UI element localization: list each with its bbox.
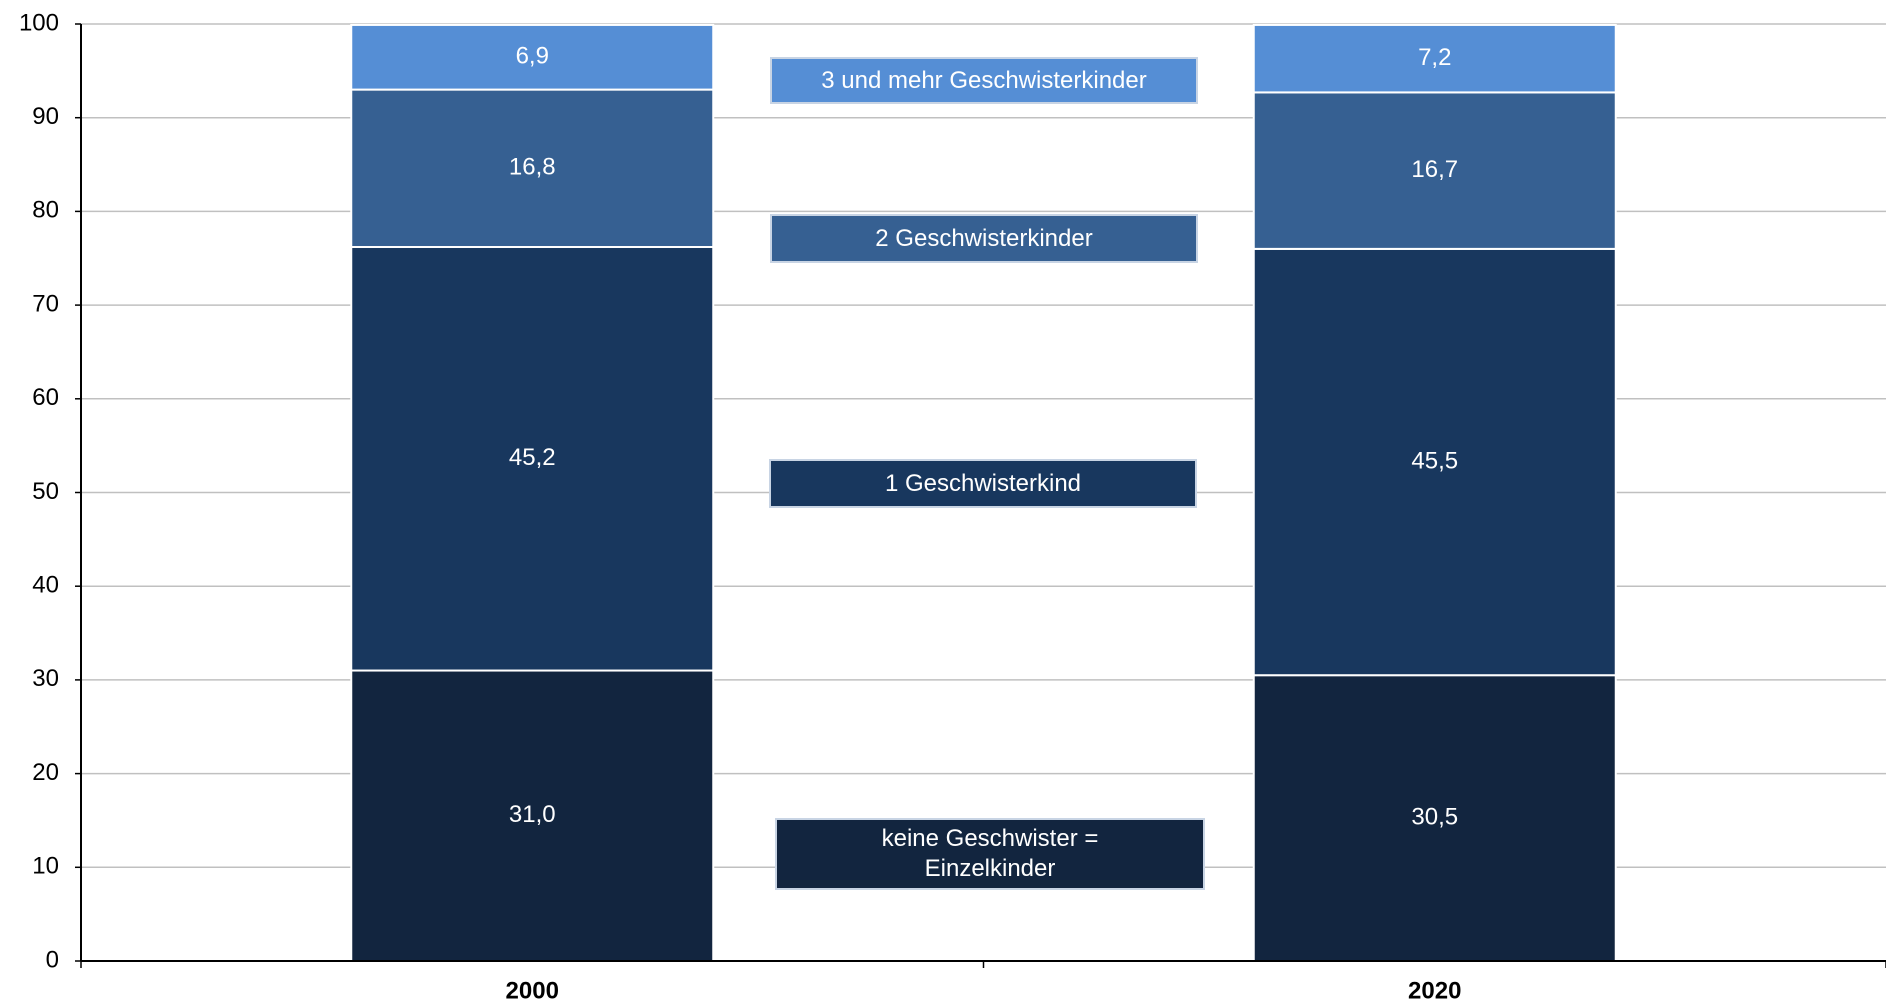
bar-segment — [1252, 23, 1617, 94]
bar-segment — [350, 88, 715, 249]
x-tick-label: 2000 — [506, 977, 559, 1004]
bar-segment — [350, 246, 715, 672]
value-label: 31,0 — [509, 801, 556, 828]
y-tick-label: 100 — [19, 9, 59, 36]
x-tick-label: 2020 — [1408, 977, 1461, 1004]
bar-segment — [1252, 91, 1617, 250]
y-tick-label: 0 — [46, 946, 59, 973]
bar-segment — [1252, 674, 1617, 963]
y-tick-label: 80 — [32, 197, 59, 224]
y-tick-label: 30 — [32, 665, 59, 692]
value-label: 7,2 — [1418, 44, 1451, 71]
y-tick-label: 40 — [32, 572, 59, 599]
bar-segment — [350, 23, 715, 91]
bar-segment — [350, 669, 715, 963]
legend-item: keine Geschwister = Einzelkinder — [775, 818, 1205, 890]
legend-item: 1 Geschwisterkind — [769, 459, 1197, 508]
value-label: 16,8 — [509, 154, 556, 181]
y-tick-label: 90 — [32, 103, 59, 130]
value-label: 45,5 — [1411, 447, 1458, 474]
value-label: 16,7 — [1411, 156, 1458, 183]
y-tick-label: 20 — [32, 759, 59, 786]
value-label: 45,2 — [509, 444, 556, 471]
y-tick-label: 60 — [32, 384, 59, 411]
bar-segment — [1252, 247, 1617, 677]
legend-item: 3 und mehr Geschwisterkinder — [770, 57, 1198, 104]
value-label: 30,5 — [1411, 803, 1458, 830]
y-tick-label: 50 — [32, 478, 59, 505]
legend-item: 2 Geschwisterkinder — [770, 214, 1198, 263]
y-tick-label: 10 — [32, 853, 59, 880]
y-tick-label: 70 — [32, 290, 59, 317]
value-label: 6,9 — [516, 43, 549, 70]
